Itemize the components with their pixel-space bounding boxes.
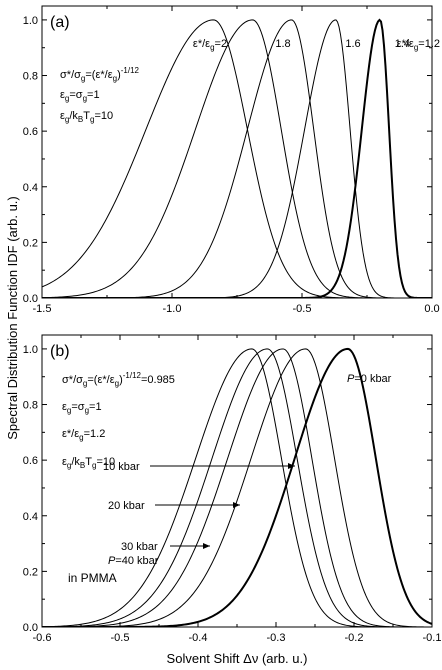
x-tick-label: -1.5 <box>33 303 52 315</box>
y-tick-label: 0.6 <box>23 126 38 138</box>
series-curve <box>42 19 432 298</box>
panel-a-parameters: σ*/σg=(ε*/εg)-1/12 εg=σg=1 εg/kBTg=10 <box>60 66 140 124</box>
panel-a-label: (a) <box>50 14 70 31</box>
x-tick-label: -0.5 <box>111 632 130 644</box>
panel-a-frame <box>41 5 433 299</box>
series-label: P=0 kbar <box>347 373 392 385</box>
y-tick-label: 0.0 <box>23 293 38 305</box>
series-curve <box>42 347 432 627</box>
x-tick-label: -0.5 <box>293 303 312 315</box>
x-axis-title: Solvent Shift Δν (arb. u.) <box>167 651 308 666</box>
x-tick-label: -0.3 <box>267 632 286 644</box>
series-curve <box>42 348 432 627</box>
panel-b-ticks: -0.6 -0.5 -0.4 -0.3 -0.2 -0.1 0.0 0.2 0.4 0.6 0.8 1… <box>23 335 442 644</box>
y-axis-title: Spectral Distribution Function IDF (arb.… <box>5 196 20 439</box>
parameter-line: εg/kBTg=10 <box>62 456 115 470</box>
series-curve <box>42 18 432 298</box>
series-label: ε*/εg=1.2 <box>397 38 440 52</box>
parameter-line: ε*/εg=1.2 <box>62 428 105 442</box>
medium-label: in PMMA <box>68 571 117 585</box>
y-tick-label: 0.8 <box>23 400 38 412</box>
panel-b: -0.6 -0.5 -0.4 -0.3 -0.2 -0.1 0.0 0.2 0.4 0.6 0.8 1… <box>23 334 442 644</box>
panel-a-series-labels: ε*/εg=2 1.8 1.6 1.4ε*/εg=1.2 <box>193 38 440 52</box>
series-label: 20 kbar <box>108 500 145 512</box>
y-tick-label: 0.0 <box>23 622 38 634</box>
parameter-line: εg=σg=1 <box>60 89 100 103</box>
y-tick-label: 0.4 <box>23 182 38 194</box>
parameter-line: εg/kBTg=10 <box>60 110 113 124</box>
y-tick-label: 0.8 <box>23 71 38 83</box>
x-tick-label: -0.1 <box>423 632 442 644</box>
series-curve <box>42 19 432 298</box>
x-tick-label: -0.6 <box>33 632 52 644</box>
y-tick-label: 0.2 <box>23 566 38 578</box>
series-curve <box>42 348 432 627</box>
series-label: 1.8 <box>275 38 290 50</box>
series-curve <box>42 348 432 627</box>
y-tick-label: 1.0 <box>23 15 38 27</box>
series-label: 10 kbar <box>103 461 140 473</box>
panel-b-label: (b) <box>50 343 70 360</box>
series-label: P=40 kbar <box>108 555 159 567</box>
series-label: 30 kbar <box>121 541 158 553</box>
parameter-line: εg=σg=1 <box>62 401 102 415</box>
series-label: ε*/εg=2 <box>193 38 227 52</box>
x-tick-label: -0.4 <box>189 632 208 644</box>
series-label: 1.4 <box>395 38 410 50</box>
series-curve <box>42 19 432 298</box>
y-tick-label: 0.2 <box>23 237 38 249</box>
y-tick-label: 0.6 <box>23 455 38 467</box>
panel-b-series-labels: P=0 kbar 10 kbar 20 kbar 30 kbar P=40 kbar <box>103 373 392 567</box>
series-label: 1.6 <box>345 38 360 50</box>
panel-a-curves <box>42 18 432 298</box>
series-curve <box>42 348 432 627</box>
parameter-line: σ*/σg=(ε*/εg)-1/12 <box>60 66 140 83</box>
panel-b-parameters: σ*/σg=(ε*/εg)-1/12=0.985 εg=σg=1 ε*/εg=1.2… <box>62 371 175 470</box>
x-tick-label: 0.0 <box>424 303 439 315</box>
y-tick-label: 0.4 <box>23 511 38 523</box>
x-tick-label: -0.2 <box>345 632 364 644</box>
panel-b-curves <box>42 347 432 627</box>
panel-a: -1.5 -1.0 -0.5 0.0 0.0 0.2 0.4 0.6 0.8 1.0 (a) σ*… <box>23 5 440 315</box>
x-tick-label: -1.0 <box>163 303 182 315</box>
parameter-line: σ*/σg=(ε*/εg)-1/12=0.985 <box>62 371 175 388</box>
y-tick-label: 1.0 <box>23 344 38 356</box>
series-curve <box>42 19 432 298</box>
panel-a-ticks: -1.5 -1.0 -0.5 0.0 0.0 0.2 0.4 0.6 0.8 1.0 <box>23 6 440 315</box>
